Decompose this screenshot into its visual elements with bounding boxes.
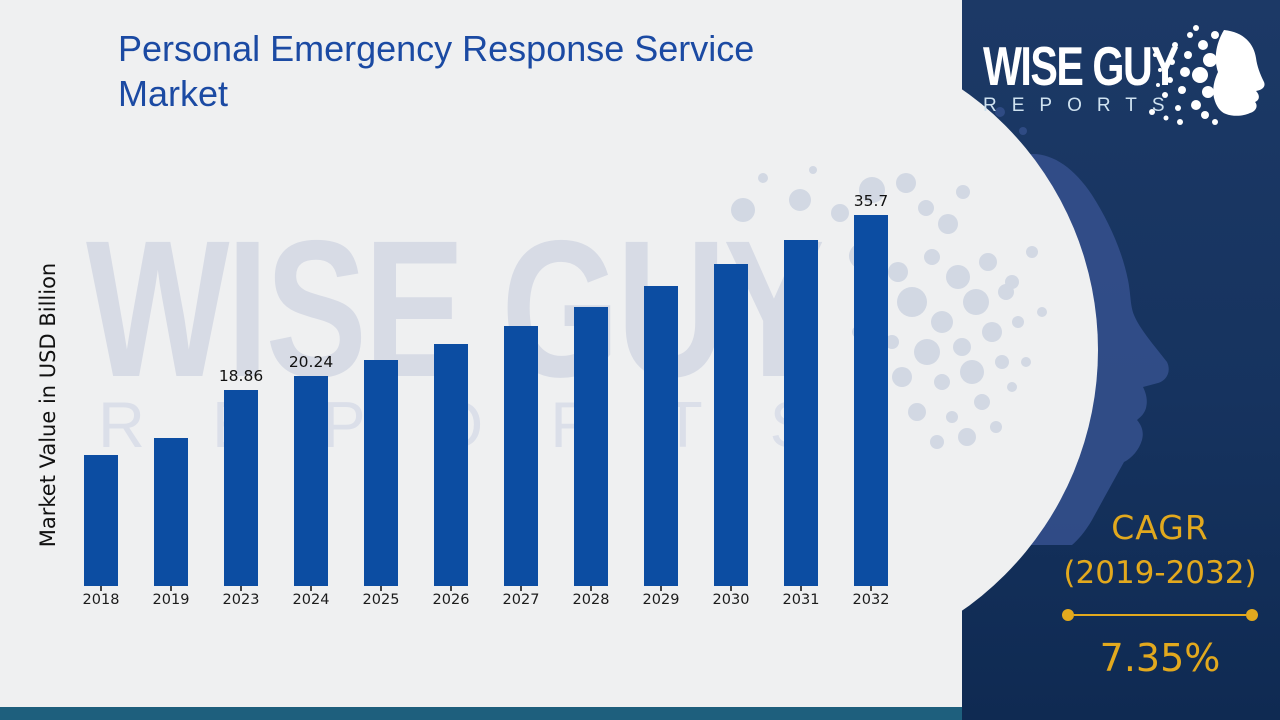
x-tick-mark	[170, 586, 172, 591]
bar-2019	[154, 438, 188, 586]
cagr-value: 7.35%	[1099, 636, 1221, 680]
bar-2032	[854, 215, 888, 586]
line-end-dot-right-icon	[1246, 609, 1258, 621]
x-tick-label-2028: 2028	[572, 592, 610, 608]
cagr-divider	[1062, 609, 1258, 621]
divider-line	[1074, 613, 1246, 617]
bar-2023	[224, 390, 258, 586]
bar-2030	[714, 264, 748, 586]
bar-2018	[84, 455, 118, 586]
bar-2025	[364, 360, 398, 586]
x-tick-mark	[240, 586, 242, 591]
x-tick-label-2025: 2025	[362, 592, 400, 608]
x-tick-mark	[660, 586, 662, 591]
y-axis-label: Market Value in USD Billion	[36, 262, 60, 548]
x-tick-mark	[450, 586, 452, 591]
bar-2027	[504, 326, 538, 586]
bar-value-label-2032: 35.7	[853, 192, 889, 210]
logo-brand-text: WISE GUY	[983, 35, 1179, 97]
x-tick-label-2024: 2024	[292, 592, 330, 608]
x-tick-label-2018: 2018	[82, 592, 120, 608]
cagr-range: (2019-2032)	[1063, 555, 1257, 591]
x-tick-mark	[310, 586, 312, 591]
x-tick-label-2026: 2026	[432, 592, 470, 608]
x-tick-mark	[590, 586, 592, 591]
x-tick-label-2027: 2027	[502, 592, 540, 608]
logo-block: WISE GUY REPORTS	[983, 35, 1242, 117]
x-tick-mark	[800, 586, 802, 591]
bar-2031	[784, 240, 818, 586]
bar-2026	[434, 344, 468, 586]
x-tick-mark	[870, 586, 872, 591]
x-tick-label-2023: 2023	[222, 592, 260, 608]
x-tick-mark	[380, 586, 382, 591]
bar-value-label-2023: 18.86	[218, 367, 264, 385]
cagr-heading: CAGR	[1111, 508, 1209, 547]
x-tick-label-2030: 2030	[712, 592, 750, 608]
x-tick-label-2032: 2032	[852, 592, 890, 608]
circle-cutout	[462, 32, 1098, 668]
x-tick-label-2019: 2019	[152, 592, 190, 608]
line-end-dot-left-icon	[1062, 609, 1074, 621]
teal-footer-bar	[0, 707, 962, 720]
logo-sub-text: REPORTS	[983, 95, 1180, 116]
x-tick-label-2031: 2031	[782, 592, 820, 608]
bar-value-label-2024: 20.24	[288, 353, 334, 371]
cagr-block: CAGR (2019-2032) 7.35%	[1040, 508, 1280, 680]
bar-2024	[294, 376, 328, 586]
x-tick-label-2029: 2029	[642, 592, 680, 608]
x-tick-mark	[100, 586, 102, 591]
bar-2028	[574, 307, 608, 586]
bar-2029	[644, 286, 678, 586]
x-tick-mark	[520, 586, 522, 591]
page-title: Personal Emergency Response Service Mark…	[118, 28, 755, 114]
x-tick-mark	[730, 586, 732, 591]
bar-chart-plot-area: 2018 2019 2023 18.86 2024 20.24 2025 2026 2027 20…	[82, 192, 890, 608]
logo-face-icon	[1149, 25, 1265, 125]
